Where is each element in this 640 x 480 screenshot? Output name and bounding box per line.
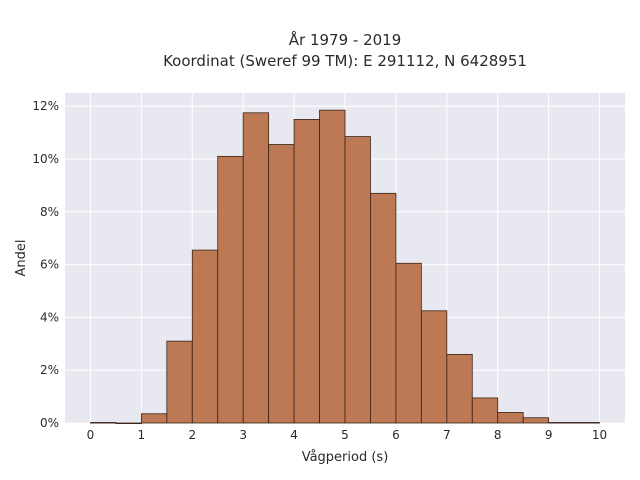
histogram-bar: [548, 422, 575, 424]
x-tick-label: 3: [239, 428, 247, 442]
histogram-bar: [344, 136, 371, 424]
x-tick-label: 6: [392, 428, 400, 442]
y-tick-label: 6%: [40, 258, 59, 272]
x-tick-label: 5: [341, 428, 349, 442]
x-tick-label: 0: [87, 428, 95, 442]
histogram-bar: [293, 119, 320, 424]
y-tick-label: 10%: [32, 152, 59, 166]
histogram-bar: [90, 422, 117, 424]
histogram-bar: [217, 155, 244, 424]
histogram-bar: [319, 109, 346, 424]
histogram-bar: [140, 413, 168, 424]
x-tick-label: 1: [138, 428, 146, 442]
histogram-bar: [573, 422, 600, 424]
histogram-bar: [191, 249, 219, 424]
y-axis-label: Andel: [14, 240, 29, 277]
x-tick-label: 9: [545, 428, 553, 442]
histogram-bar: [395, 262, 422, 424]
histogram-bar: [446, 353, 473, 424]
histogram-bar: [497, 412, 524, 424]
x-tick-label: 4: [290, 428, 298, 442]
x-axis-label: Vågperiod (s): [302, 450, 389, 465]
chart-title-line1: År 1979 - 2019: [289, 30, 402, 49]
histogram-bar: [420, 310, 448, 424]
bars: [90, 109, 600, 425]
y-tick-label: 0%: [40, 416, 59, 430]
x-tick-label: 2: [188, 428, 196, 442]
histogram-bar: [268, 144, 295, 424]
x-tick-label: 10: [592, 428, 607, 442]
histogram-bar: [370, 192, 397, 424]
histogram-bar: [242, 112, 270, 424]
y-tick-label: 4%: [40, 310, 59, 324]
x-tick-labels: 0 1 2 3 4 5 6 7 8 9 10: [87, 428, 608, 442]
histogram-bar: [115, 422, 142, 425]
histogram-bar: [166, 340, 193, 424]
x-tick-label: 8: [494, 428, 502, 442]
y-tick-label: 12%: [32, 99, 59, 113]
y-tick-label: 8%: [40, 205, 59, 219]
x-tick-label: 7: [443, 428, 451, 442]
y-tick-labels: 0% 2% 4% 6% 8% 10% 12%: [32, 99, 59, 430]
histogram-bar: [522, 417, 550, 424]
y-tick-label: 2%: [40, 363, 59, 377]
histogram-bar: [471, 397, 499, 424]
chart-title-line2: Koordinat (Sweref 99 TM): E 291112, N 64…: [163, 52, 527, 70]
